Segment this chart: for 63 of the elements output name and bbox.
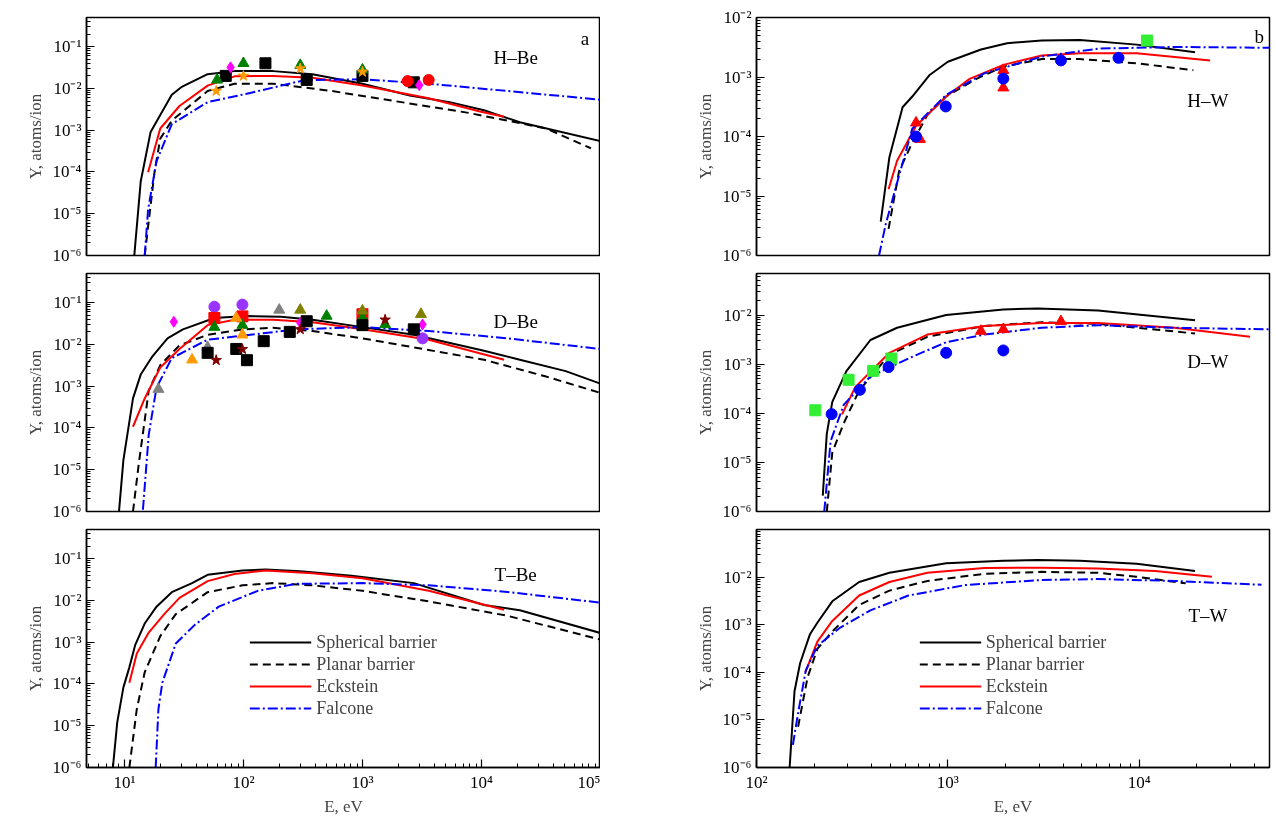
x-axis-title: E, eV: [324, 796, 364, 816]
legend-label: Spherical barrier: [985, 631, 1107, 653]
y-tick-label: 10⁻⁵: [52, 204, 82, 224]
y-axis-title: Y, atoms/ion: [25, 349, 45, 436]
y-tick-label: 10⁻²: [723, 305, 752, 325]
y-tick-label: 10⁻⁶: [722, 501, 752, 521]
y-tick-label: 10⁻⁴: [52, 418, 82, 438]
annotation: T–W: [1188, 604, 1228, 626]
x-tick-label: 10³: [351, 772, 374, 792]
annotation: T–Be: [494, 564, 537, 586]
y-tick-label: 10⁻⁴: [52, 674, 82, 694]
x-tick-label: 10⁴: [1127, 772, 1151, 792]
legend-label: Falcone: [316, 697, 374, 719]
y-tick-label: 10⁻⁴: [722, 403, 752, 423]
annotation: b: [1254, 26, 1264, 48]
y-tick-label: 10⁻⁵: [52, 716, 82, 736]
y-axis-title: Y, atoms/ion: [25, 605, 45, 692]
y-tick-label: 10⁻²: [53, 334, 82, 354]
annotation: a: [580, 28, 590, 50]
y-tick-label: 10⁻³: [53, 120, 82, 140]
y-axis-title: Y, atoms/ion: [25, 93, 45, 180]
y-tick-label: 10⁻⁶: [722, 245, 752, 265]
y-axis-title: Y, atoms/ion: [695, 605, 715, 692]
y-tick-label: 10⁻²: [723, 8, 752, 27]
y-tick-label: 10⁻³: [53, 376, 82, 396]
annotation: H–W: [1187, 90, 1229, 112]
y-tick-label: 10⁻³: [723, 615, 752, 635]
legend-label: Eckstein: [985, 675, 1048, 697]
y-tick-label: 10⁻⁵: [722, 186, 752, 206]
y-tick-label: 10⁻⁵: [722, 710, 752, 730]
x-tick-label: 10⁵: [577, 772, 601, 792]
x-tick-label: 10³: [936, 772, 959, 792]
x-tick-label: 10²: [232, 772, 255, 792]
annotation: D–Be: [493, 310, 538, 332]
x-axis-title: E, eV: [993, 796, 1034, 816]
y-tick-label: 10⁻⁴: [722, 662, 752, 682]
y-tick-label: 10⁻⁵: [52, 460, 82, 480]
y-tick-label: 10⁻³: [723, 67, 752, 87]
y-tick-label: 10⁻⁶: [52, 501, 82, 521]
y-tick-label: 10⁻¹: [53, 37, 82, 57]
annotation: D–W: [1187, 351, 1229, 373]
y-axis-title: Y, atoms/ion: [695, 349, 715, 436]
y-axis-title: Y, atoms/ion: [695, 93, 715, 180]
y-tick-label: 10⁻⁴: [722, 127, 752, 146]
y-tick-label: 10⁻³: [53, 632, 82, 652]
y-tick-label: 10⁻³: [723, 354, 752, 374]
x-tick-label: 10¹: [113, 772, 136, 792]
legend-label: Eckstein: [316, 675, 379, 697]
y-tick-label: 10⁻⁵: [722, 452, 752, 472]
y-tick-label: 10⁻⁶: [52, 758, 82, 777]
y-tick-label: 10⁻²: [53, 78, 82, 98]
legend-label: Planar barrier: [316, 653, 415, 675]
y-tick-label: 10⁻⁶: [52, 245, 82, 265]
y-tick-label: 10⁻⁴: [52, 162, 82, 182]
y-tick-label: 10⁻²: [53, 590, 82, 610]
annotation: H–Be: [493, 47, 538, 69]
y-tick-label: 10⁻¹: [53, 293, 82, 313]
legend-label: Planar barrier: [985, 653, 1085, 675]
y-tick-label: 10⁻¹: [53, 549, 82, 569]
y-tick-label: 10⁻²: [723, 567, 752, 587]
x-tick-label: 10⁴: [470, 772, 494, 792]
legend-label: Falcone: [985, 697, 1043, 719]
legend-label: Spherical barrier: [316, 631, 437, 653]
